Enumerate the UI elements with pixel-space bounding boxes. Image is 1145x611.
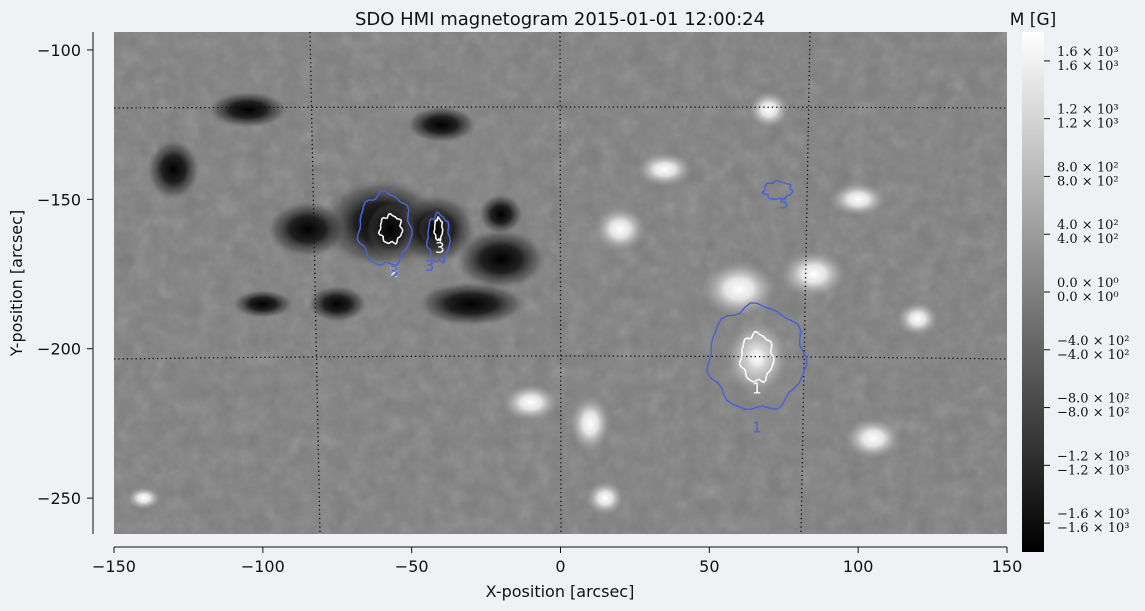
- region-contour-outer: [761, 179, 794, 201]
- region-contour-inner: [377, 212, 404, 245]
- positive-flux-patch: [828, 181, 889, 218]
- colorbar: [1022, 32, 1044, 552]
- positive-flux-patch: [125, 486, 162, 511]
- y-axis-label: Y-position [arcsec]: [7, 210, 26, 357]
- negative-flux-patch: [232, 289, 293, 318]
- y-tick-label: −200: [37, 340, 81, 359]
- colorbar-tick-label: −1.6 × 10³: [1057, 521, 1129, 536]
- region-label: 5: [779, 194, 789, 212]
- positive-flux-patch: [699, 258, 780, 319]
- positive-flux-patch: [500, 382, 561, 423]
- region-contour-outer: [706, 302, 808, 411]
- colorbar-tick-label: 8.0 × 10²: [1057, 174, 1119, 189]
- positive-flux-patch: [843, 416, 904, 461]
- positive-flux-patch: [778, 249, 849, 300]
- positive-flux-patch: [746, 89, 791, 130]
- grid-meridian: [559, 32, 562, 534]
- negative-flux-patch: [366, 203, 415, 256]
- x-tick-label: −150: [92, 557, 136, 576]
- negative-flux-patch: [267, 201, 348, 258]
- chart-title: SDO HMI magnetogram 2015-01-01 12:00:24: [355, 9, 765, 30]
- colorbar-tick-label: −4.0 × 10²: [1057, 348, 1129, 363]
- x-axis-label: X-position [arcsec]: [486, 582, 635, 601]
- colorbar-tick-label: 1.2 × 10³: [1057, 103, 1119, 118]
- colorbar-tick-label: 4.0 × 10²: [1057, 218, 1119, 233]
- y-tick-label: −250: [37, 489, 81, 508]
- region-label: 1: [752, 380, 762, 398]
- negative-flux-patch: [416, 281, 527, 326]
- colorbar-tick-label: 8.0 × 10²: [1057, 160, 1119, 175]
- positive-flux-patch: [592, 205, 649, 254]
- positive-flux-patch: [568, 393, 613, 454]
- positive-flux-patch: [738, 335, 775, 380]
- x-axis-ticks: −150 −100 −50 0 50 100 150: [92, 547, 1022, 576]
- negative-flux-patch: [307, 285, 368, 322]
- region-label: 1: [752, 418, 762, 436]
- region-contour-outer: [356, 190, 413, 267]
- negative-flux-patch: [406, 106, 477, 143]
- x-tick-label: −100: [241, 557, 285, 576]
- region-contour-inner: [738, 330, 775, 384]
- x-tick-label: 0: [555, 557, 565, 576]
- x-tick-label: 50: [699, 557, 719, 576]
- positive-flux-patch: [585, 480, 626, 517]
- colorbar-tick-label: −1.6 × 10³: [1057, 507, 1129, 522]
- region-label: 3: [435, 239, 445, 257]
- colorbar-tick-label: 0.0 × 10⁰: [1057, 276, 1119, 291]
- y-axis-ticks: −100 −150 −200 −250: [37, 41, 93, 508]
- colorbar-tick-label: 0.0 × 10⁰: [1057, 290, 1119, 305]
- region-contour-outer: [425, 211, 451, 264]
- colorbar-tick-label: −4.0 × 10²: [1057, 334, 1129, 349]
- x-tick-label: 150: [992, 557, 1023, 576]
- negative-flux-patch: [207, 91, 288, 128]
- heliographic-grid: [114, 32, 1007, 534]
- colorbar-tick-label: −8.0 × 10²: [1057, 392, 1129, 407]
- colorbar-tick-label: 4.0 × 10²: [1057, 232, 1119, 247]
- region-label: 3: [389, 263, 399, 281]
- x-tick-label: −50: [395, 557, 429, 576]
- colorbar-tick-label: 1.6 × 10³: [1057, 45, 1119, 60]
- region-label: 2: [389, 263, 399, 281]
- colorbar-tick-label: −1.2 × 10³: [1057, 463, 1129, 478]
- negative-flux-patch: [478, 194, 523, 235]
- colorbar-label: M [G]: [1010, 10, 1057, 30]
- y-tick-label: −100: [37, 41, 81, 60]
- y-tick-label: −150: [37, 190, 81, 209]
- negative-flux-patch: [418, 211, 453, 248]
- positive-flux-patch: [895, 300, 940, 337]
- colorbar-tick-label: −8.0 × 10²: [1057, 406, 1129, 421]
- x-tick-label: 100: [843, 557, 874, 576]
- colorbar-tick-label: 1.6 × 10³: [1057, 59, 1119, 74]
- positive-flux-patch: [634, 151, 695, 188]
- colorbar-tick-label: −1.2 × 10³: [1057, 449, 1129, 464]
- colorbar-tick-label: 1.2 × 10³: [1057, 117, 1119, 132]
- region-contour-inner: [433, 216, 444, 243]
- negative-flux-patch: [147, 139, 200, 200]
- region-label: 3: [425, 257, 435, 275]
- negative-flux-patch: [455, 229, 546, 290]
